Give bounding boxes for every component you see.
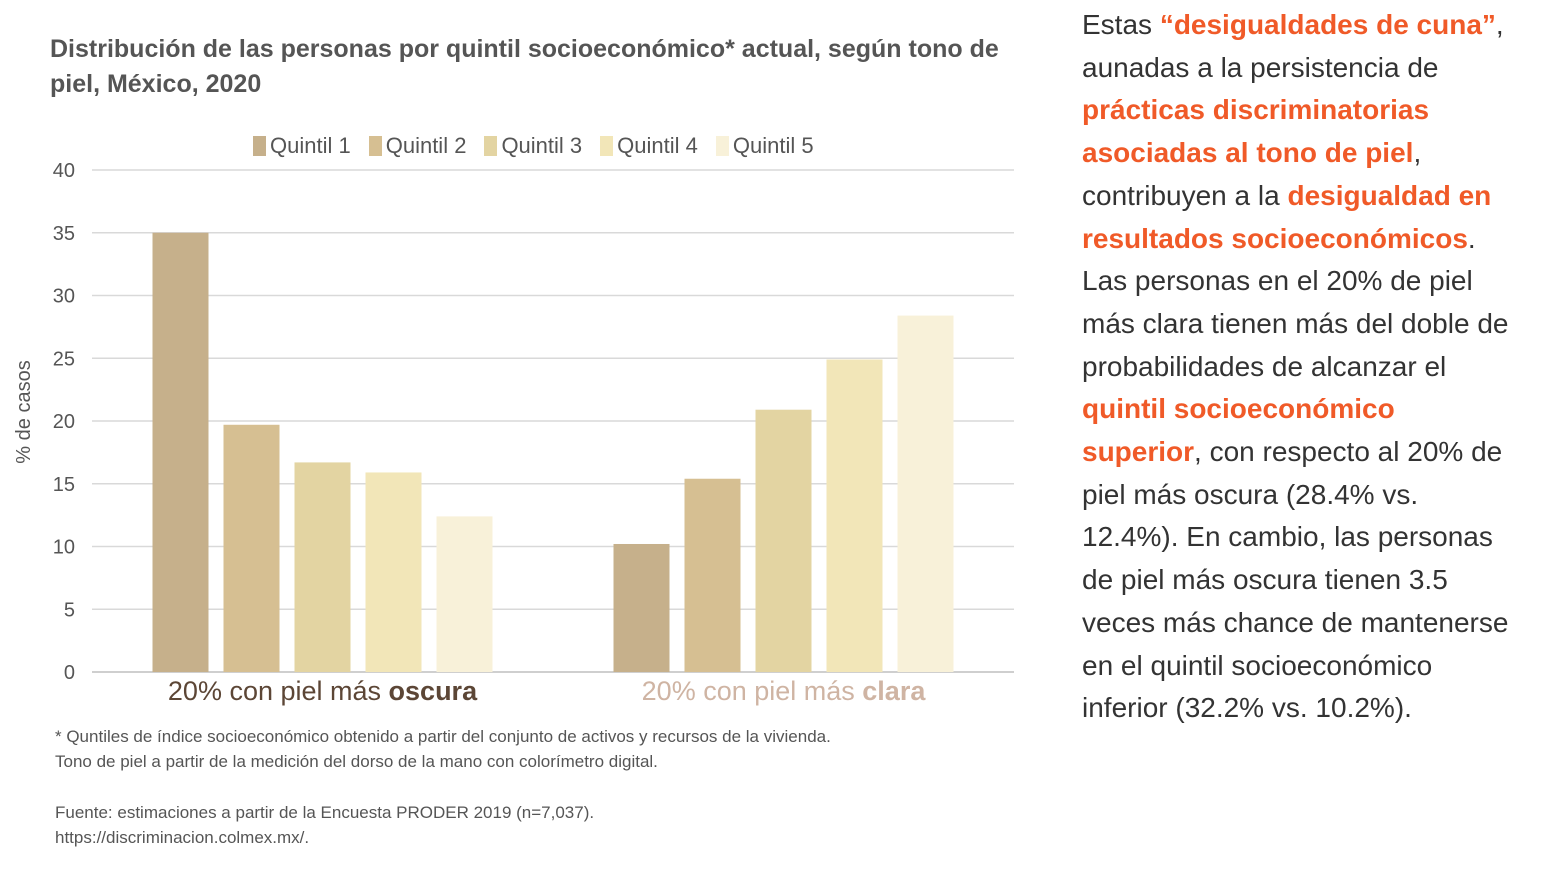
category-label-emphasis: clara [862, 676, 926, 706]
legend-swatch [715, 136, 729, 156]
paragraph-text: , contribuyen a la [1082, 137, 1422, 211]
y-axis-ticks: 0 5 10 15 20 25 30 35 40 [53, 160, 75, 684]
legend-item: Quintil 5 [715, 133, 814, 159]
legend-item: Quintil 3 [484, 133, 582, 159]
y-tick-label: 20 [53, 411, 75, 433]
legend-item: Quintil 4 [600, 133, 698, 159]
x-category-label: 20% con piel más oscura [168, 676, 477, 707]
y-tick-label: 25 [53, 348, 75, 370]
y-tick-label: 0 [64, 662, 75, 684]
bar-quintil-5-cat-2 [897, 315, 954, 672]
y-tick-label: 40 [53, 160, 75, 182]
chart-footnote: * Quntiles de índice socioeconómico obte… [55, 724, 1045, 774]
source-text: Fuente: estimaciones a partir de la Encu… [55, 803, 595, 822]
highlighted-phrase: “desigualdades de cuna” [1159, 9, 1496, 40]
legend-swatch [484, 136, 498, 156]
legend-item: Quintil 1 [253, 133, 351, 159]
legend-label: Quintil 1 [270, 133, 351, 158]
legend-swatch [253, 136, 266, 156]
legend-item: Quintil 2 [368, 133, 467, 159]
paragraph-text: Estas [1082, 9, 1160, 40]
category-label-prefix: 20% con piel más [641, 676, 863, 706]
explanatory-paragraph: Estas “desigualdades de cuna”, aunadas a… [1082, 4, 1522, 730]
legend-label: Quintil 3 [501, 133, 583, 158]
bar-quintil-2-cat-2 [684, 478, 741, 672]
chart-title: Distribución de las personas por quintil… [50, 35, 999, 98]
legend-swatch [368, 136, 382, 156]
bar-quintil-1-cat-2 [613, 543, 670, 672]
highlighted-phrase: quintil socioeconómico superior [1082, 393, 1395, 468]
category-label-emphasis: oscura [388, 676, 478, 706]
bar-quintil-3-cat-1 [294, 462, 351, 672]
bar-quintil-3-cat-2 [755, 409, 812, 672]
x-category-label: 20% con piel más clara [642, 676, 926, 707]
legend-label: Quintil 5 [732, 133, 814, 158]
paragraph-text: , aunadas a la persistencia de [1082, 9, 1504, 83]
highlighted-phrase: desigualdad en resultados socioeconómico… [1082, 179, 1492, 254]
bars [152, 232, 954, 672]
source-url: https://discriminacion.colmex.mx/. [55, 828, 310, 847]
chart-legend: Quintil 1 Quintil 2 Quintil 3 Quintil 4 Quin… [253, 132, 814, 160]
footnote-line-1: * Quntiles de índice socioeconómico obte… [55, 727, 831, 746]
bar-quintil-2-cat-1 [223, 424, 280, 672]
bar-chart: 0 5 10 15 20 25 30 35 40 % de casos [13, 160, 1014, 684]
legend-swatch [600, 136, 614, 156]
bar-quintil-1-cat-1 [152, 232, 209, 672]
paragraph-text: . Las personas en el 20% de piel más cla… [1082, 222, 1509, 382]
y-tick-label: 15 [53, 474, 75, 496]
paragraph-text: , con respecto al 20% de piel más oscura… [1082, 436, 1509, 724]
legend-label: Quintil 2 [385, 133, 467, 158]
legend-label: Quintil 4 [617, 133, 698, 158]
y-tick-label: 30 [53, 286, 75, 308]
category-label-prefix: 20% con piel más [167, 676, 389, 706]
bar-quintil-4-cat-2 [826, 359, 883, 672]
y-tick-label: 35 [53, 223, 75, 245]
highlighted-phrase: prácticas discriminatorias asociadas al … [1082, 94, 1430, 169]
y-tick-label: 5 [64, 599, 75, 621]
bar-quintil-5-cat-1 [436, 516, 493, 672]
y-axis-label: % de casos [13, 360, 35, 463]
chart-source: Fuente: estimaciones a partir de la Encu… [55, 800, 1045, 850]
footnote-line-2: Tono de piel a partir de la medición del… [55, 752, 658, 771]
bar-quintil-4-cat-1 [365, 472, 422, 672]
y-tick-label: 10 [53, 537, 75, 559]
